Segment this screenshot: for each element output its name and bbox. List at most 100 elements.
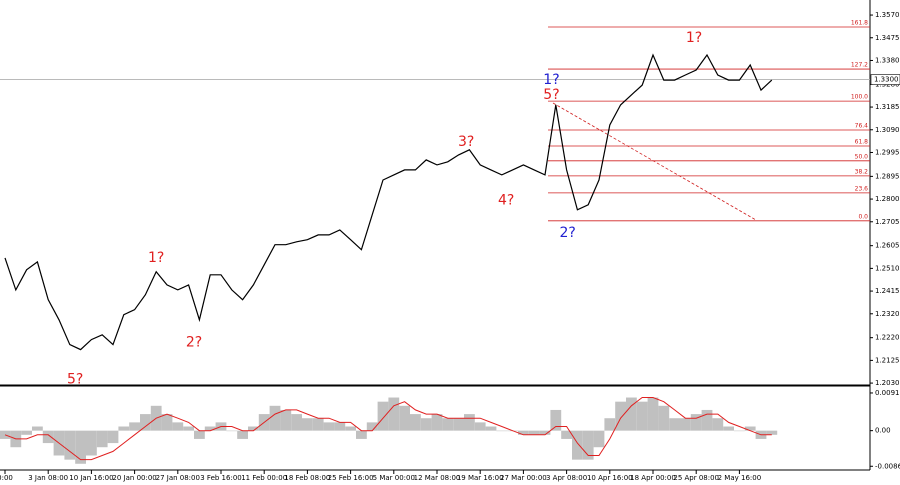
wave-label: 5? — [543, 87, 559, 103]
y-tick-label: 1.2125 — [875, 356, 900, 364]
histogram-bar — [582, 430, 594, 460]
histogram-bar — [518, 430, 529, 435]
x-tick-label: 10 Jan 16:00 — [69, 474, 113, 482]
histogram-bar — [302, 418, 313, 431]
y-tick-label: -0.0086 — [875, 462, 900, 470]
histogram-bar — [312, 418, 324, 431]
x-tick-label: 5 Mar 00:00 — [373, 474, 415, 482]
histogram-bar — [96, 430, 108, 448]
fib-label: 0.0 — [858, 213, 868, 220]
histogram-bar — [21, 430, 32, 435]
y-tick-label: 1.2415 — [875, 287, 900, 295]
histogram-bar — [690, 414, 702, 431]
fib-label: 23.6 — [855, 185, 869, 192]
price-line — [4, 53, 773, 351]
y-tick-label: 1.2320 — [875, 310, 900, 318]
histogram-bar — [161, 414, 173, 431]
current-price-label: 1.3300 — [874, 76, 899, 84]
x-tick-label: 3 Feb 16:00 — [200, 474, 241, 482]
histogram-bar — [680, 418, 691, 431]
histogram-bar — [442, 418, 454, 431]
signal-line — [4, 397, 772, 461]
fib-label: 61.8 — [855, 139, 869, 146]
histogram-bar — [64, 430, 76, 460]
x-tick-label: 12 Mar 08:00 — [414, 474, 461, 482]
y-tick-label: 1.3380 — [875, 56, 900, 64]
x-tick-label: 3 Jan 08:00 — [28, 474, 68, 482]
x-tick-label: 3 Apr 08:00 — [546, 474, 587, 482]
histogram-bar — [291, 414, 302, 431]
histogram-bar — [194, 430, 205, 439]
wave-label: 2? — [560, 225, 576, 241]
histogram-bar — [129, 422, 140, 431]
histogram-bar — [172, 422, 184, 431]
current-price-box — [870, 74, 900, 85]
histogram-bar — [334, 422, 346, 431]
histogram-bar — [593, 430, 605, 448]
wave-label: 1? — [148, 250, 164, 266]
histogram-bar — [669, 418, 680, 431]
x-tick-label: 18 Apr 00:00 — [630, 474, 676, 482]
histogram-bar — [766, 430, 778, 435]
y-tick-label: 1.3475 — [875, 34, 900, 42]
wave-label: 3? — [458, 134, 474, 150]
x-tick-label: 20 Jan 00:00 — [112, 474, 156, 482]
histogram-bar — [366, 422, 378, 431]
histogram-bar — [734, 430, 745, 432]
histogram-bar — [248, 426, 259, 431]
histogram-bar — [32, 426, 43, 431]
y-tick-label: 1.2705 — [875, 218, 900, 226]
wave-label: 5? — [67, 372, 83, 388]
fib-label: 161.8 — [851, 20, 868, 27]
y-tick-label: 1.2605 — [875, 242, 900, 250]
histogram-bar — [237, 430, 248, 439]
y-tick-label: 1.2510 — [875, 264, 900, 272]
x-tick-label: 25 Apr 08:00 — [673, 474, 719, 482]
fib-label: 76.4 — [855, 123, 869, 130]
histogram-bar — [269, 405, 281, 431]
histogram-bar — [420, 418, 432, 431]
x-tick-label: 0:00 — [0, 474, 13, 482]
histogram-bar — [410, 414, 421, 431]
histogram-bar — [226, 430, 238, 432]
wave-label: 1? — [686, 30, 702, 46]
y-tick-label: 0.0091 — [875, 389, 900, 397]
histogram-bar — [323, 422, 335, 431]
y-tick-label: 0.00 — [875, 427, 891, 435]
histogram-bar — [388, 397, 400, 431]
histogram-bar — [550, 409, 562, 431]
histogram-bar — [345, 426, 356, 431]
histogram-bar — [204, 426, 216, 431]
x-tick-label: 27 Jan 08:00 — [156, 474, 200, 482]
histogram-bar — [561, 430, 572, 439]
y-tick-label: 1.3185 — [875, 103, 900, 111]
histogram-bar — [399, 405, 410, 431]
histogram-bar — [744, 426, 756, 431]
histogram-bar — [107, 430, 119, 444]
y-tick-label: 1.2895 — [875, 172, 900, 180]
histogram-bar — [539, 430, 551, 435]
x-tick-label: 2 May 16:00 — [718, 474, 762, 482]
x-tick-label: 19 Mar 16:00 — [457, 474, 504, 482]
y-tick-label: 1.3090 — [875, 126, 900, 134]
histogram-bar — [647, 397, 659, 431]
y-tick-label: 1.2995 — [875, 148, 900, 156]
fib-label: 38.2 — [855, 168, 869, 175]
histogram-bar — [572, 430, 583, 460]
histogram-bar — [431, 414, 443, 431]
x-tick-label: 27 Mar 00:00 — [500, 474, 547, 482]
histogram-bar — [604, 418, 616, 431]
histogram-bar — [280, 409, 292, 431]
histogram-bar — [658, 405, 670, 431]
histogram-bar — [140, 414, 151, 431]
histogram-bar — [712, 418, 724, 431]
fib-label: 50.0 — [855, 153, 869, 160]
x-tick-label: 25 Feb 16:00 — [328, 474, 374, 482]
histogram-bar — [356, 430, 367, 439]
histogram-bar — [723, 426, 734, 431]
histogram-bar — [701, 409, 713, 431]
histogram-bar — [453, 418, 464, 431]
histogram-bar — [528, 430, 540, 435]
